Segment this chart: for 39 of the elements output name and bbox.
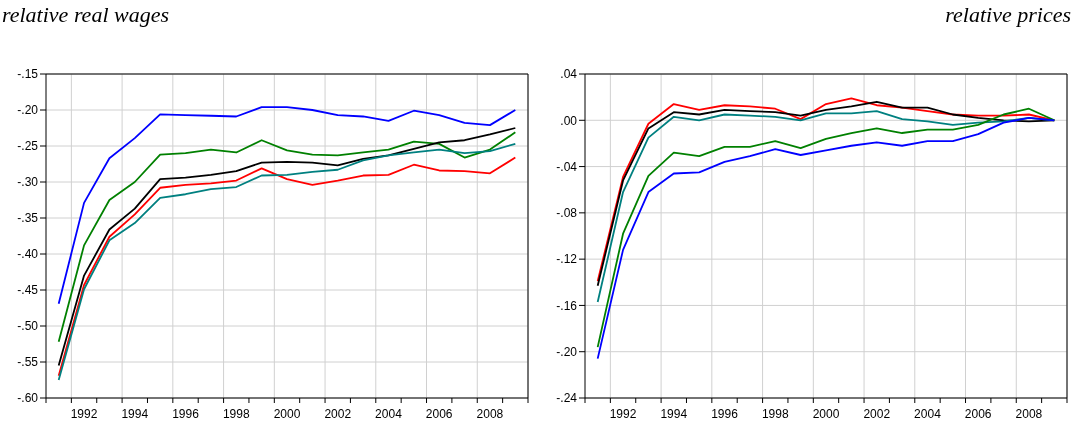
y-tick-label: -.30 — [17, 175, 39, 190]
y-tick-label: -.15 — [17, 67, 39, 82]
x-tick-label: 1996 — [172, 407, 200, 421]
y-tick-label: -.60 — [17, 391, 39, 406]
x-tick-label: 1992 — [609, 407, 637, 421]
y-tick-label: -.16 — [556, 298, 578, 313]
x-tick-label: 1998 — [761, 407, 789, 421]
y-tick-label: -.04 — [556, 159, 578, 174]
x-tick-label: 2004 — [914, 407, 942, 421]
y-tick-label: .04 — [560, 67, 578, 82]
x-tick-label: 2000 — [273, 407, 301, 421]
x-tick-label: 2004 — [375, 407, 403, 421]
x-tick-label: 1994 — [121, 407, 149, 421]
y-tick-label: -.45 — [17, 283, 39, 298]
y-tick-label: -.25 — [17, 139, 39, 154]
x-tick-label: 2002 — [863, 407, 891, 421]
chart-title: relative prices — [945, 2, 1071, 28]
x-tick-label: 1998 — [222, 407, 250, 421]
y-tick-label: -.08 — [556, 206, 578, 221]
y-tick-label: -.20 — [556, 344, 578, 359]
y-tick-label: -.35 — [17, 211, 39, 226]
chart-title: relative real wages — [2, 2, 169, 28]
y-tick-label: -.55 — [17, 355, 39, 370]
y-tick-label: -.40 — [17, 247, 39, 262]
x-tick-label: 1996 — [711, 407, 739, 421]
x-tick-label: 1994 — [660, 407, 688, 421]
x-tick-label: 2000 — [812, 407, 840, 421]
x-tick-label: 2006 — [964, 407, 992, 421]
x-tick-label: 2006 — [425, 407, 453, 421]
x-tick-label: 2008 — [1015, 407, 1043, 421]
y-tick-label: -.24 — [556, 391, 578, 406]
x-tick-label: 1992 — [70, 407, 98, 421]
x-tick-label: 2008 — [476, 407, 504, 421]
y-tick-label: .00 — [560, 113, 578, 128]
y-tick-label: -.12 — [556, 252, 578, 267]
line-series — [57, 106, 517, 305]
y-tick-label: -.50 — [17, 319, 39, 334]
x-tick-label: 2002 — [324, 407, 352, 421]
y-tick-label: -.20 — [17, 103, 39, 118]
